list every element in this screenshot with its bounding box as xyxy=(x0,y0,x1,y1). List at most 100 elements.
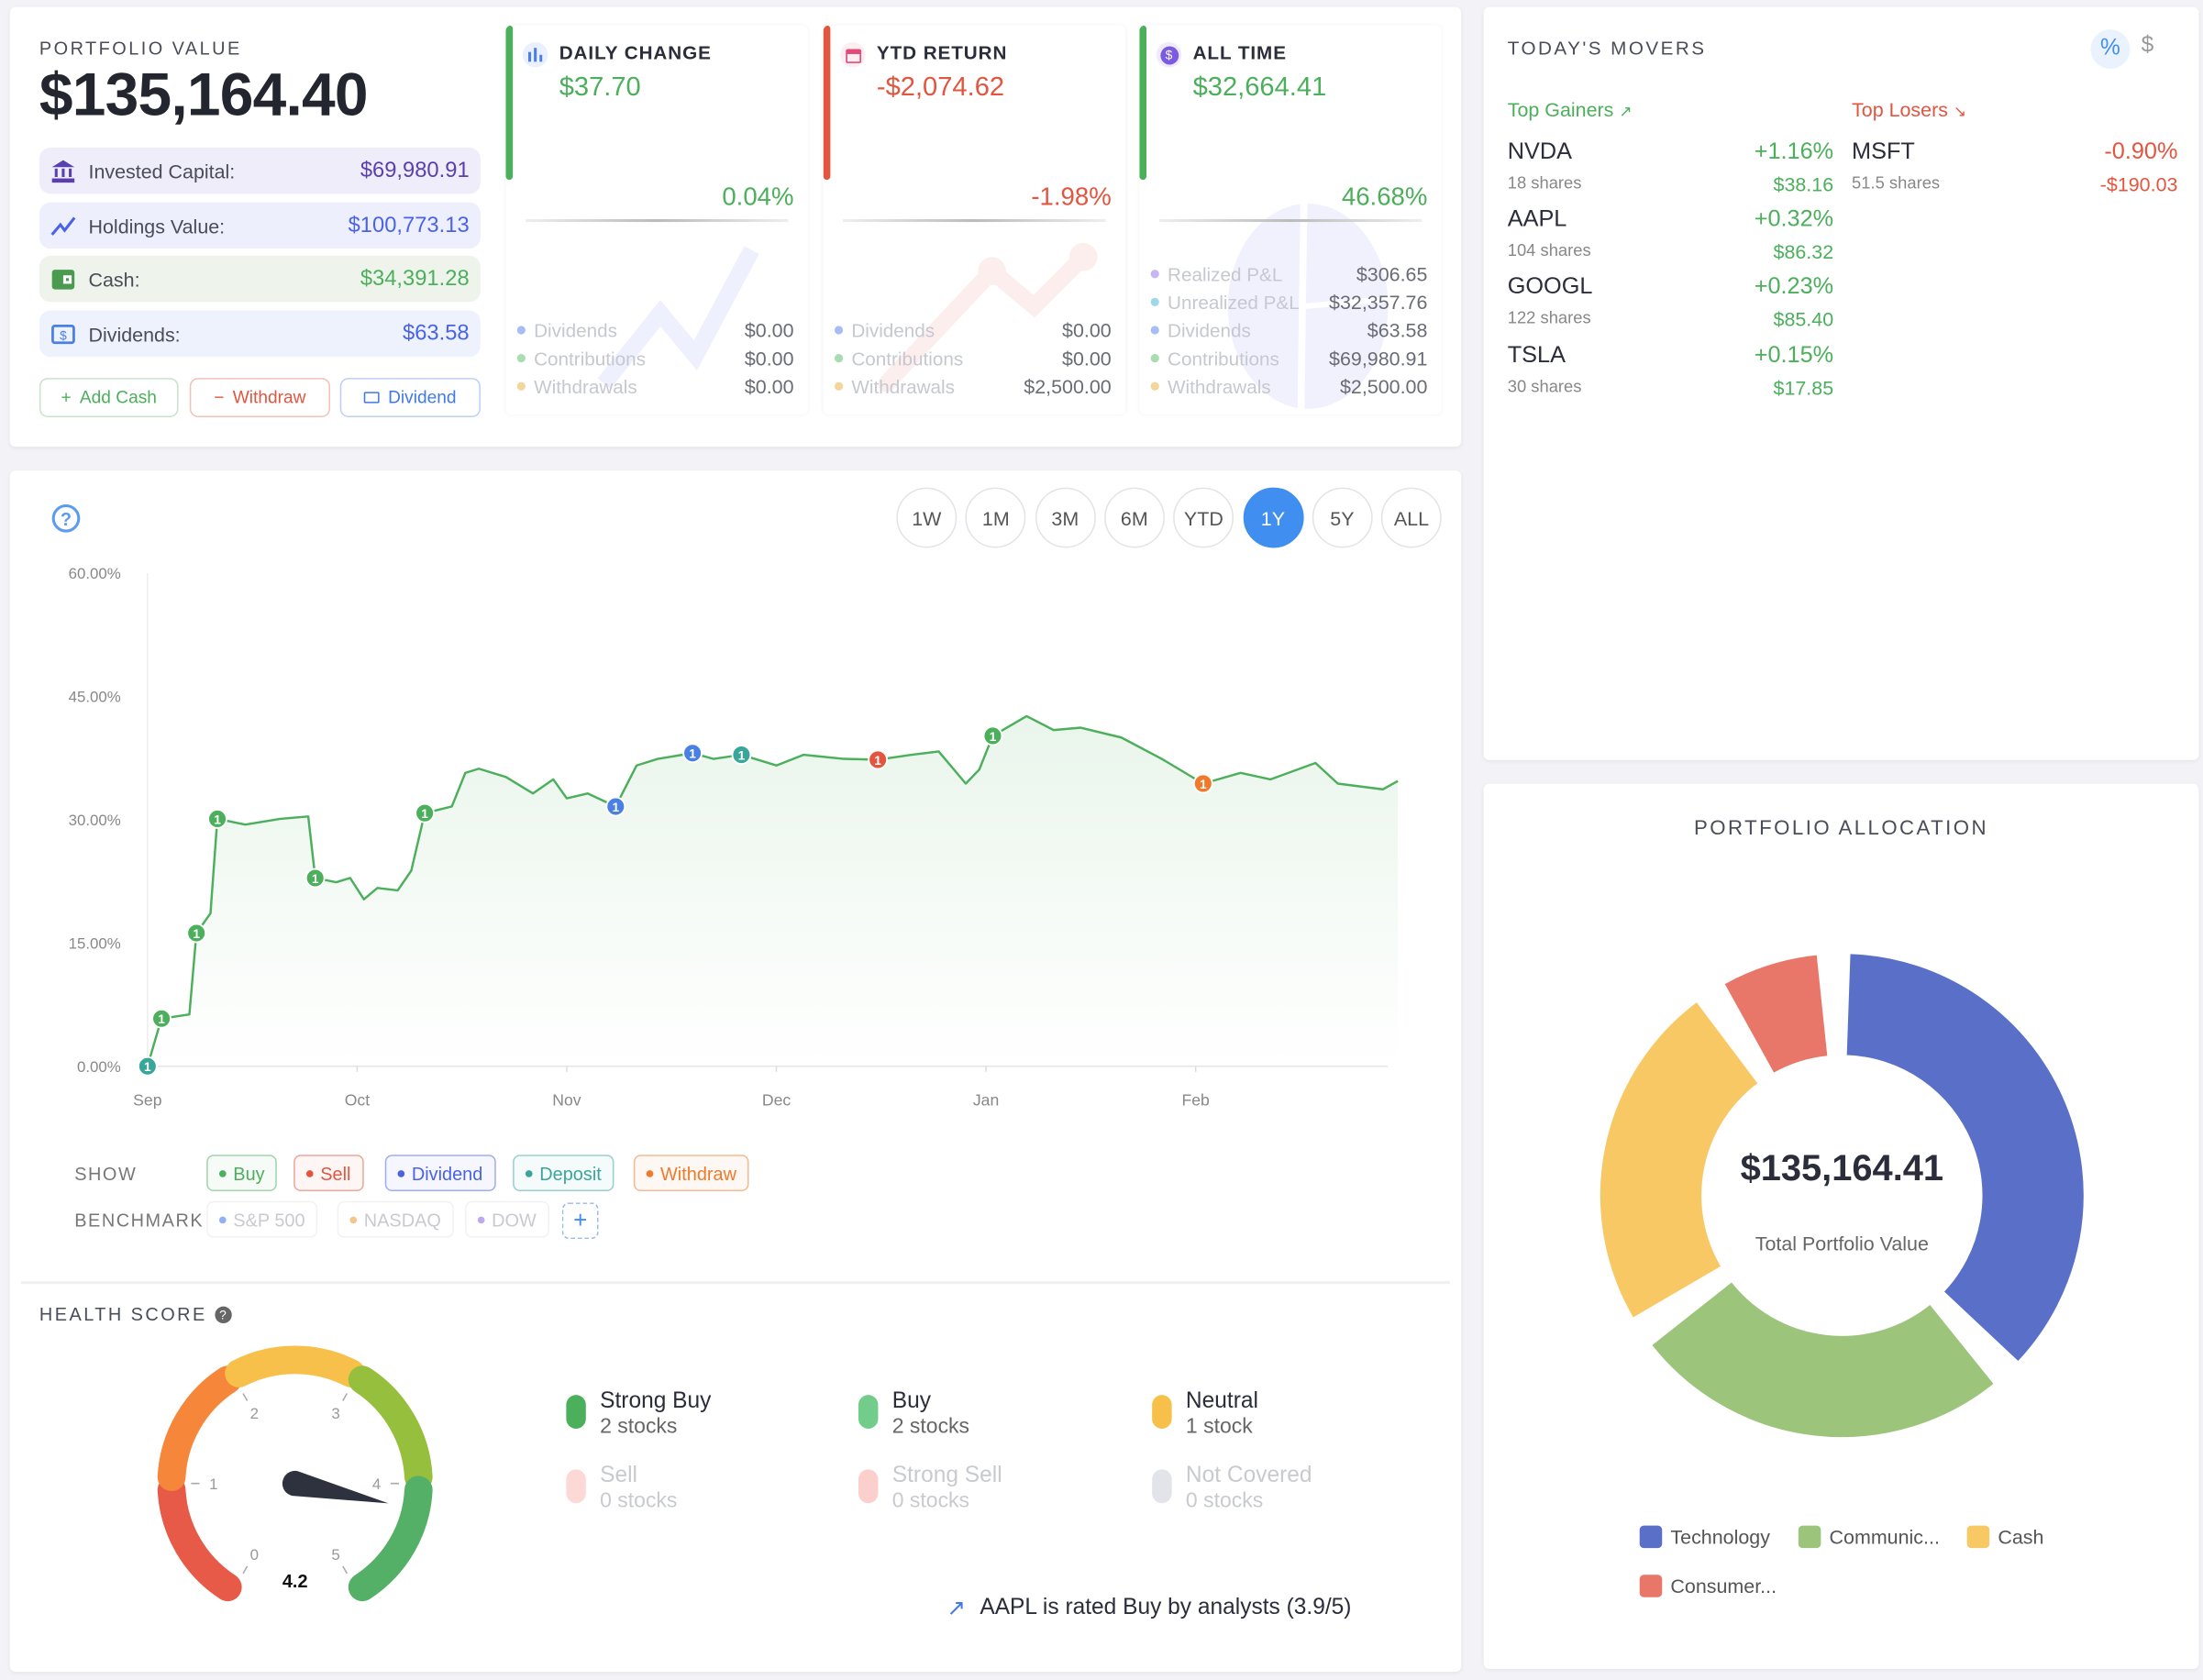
gauge-scale-label: 5 xyxy=(331,1546,339,1564)
withdraw-button[interactable]: − Withdraw xyxy=(189,378,330,417)
gainer-item[interactable]: TSLA 30 shares +0.15% $17.85 xyxy=(1507,342,1834,400)
x-tick-label: Dec xyxy=(762,1091,792,1110)
event-marker-label: 1 xyxy=(421,807,428,821)
legend-technology[interactable]: Technology xyxy=(1639,1525,1770,1549)
gauge-segment-0-1 xyxy=(157,1476,242,1602)
show-label: SHOW xyxy=(74,1163,138,1185)
health-score-value: 4.2 xyxy=(282,1572,308,1592)
bar-chart-icon xyxy=(522,41,548,68)
x-tick-label: Sep xyxy=(133,1091,162,1110)
event-marker-buy[interactable]: 1 xyxy=(151,1008,172,1029)
ytd-return-value: -$2,074.62 xyxy=(876,72,1005,103)
dollar-toggle-button[interactable]: $ xyxy=(2141,33,2154,58)
dividend-button[interactable]: Dividend xyxy=(339,378,481,417)
gauge-tick xyxy=(342,1393,349,1401)
minus-icon: − xyxy=(214,387,225,408)
ytd-return-card: YTD RETURN -$2,074.62 -1.98% Dividends $0… xyxy=(823,25,1126,414)
event-marker-label: 1 xyxy=(1200,778,1207,791)
event-marker-label: 1 xyxy=(689,747,696,761)
event-marker-buy[interactable]: 1 xyxy=(415,802,436,823)
event-marker-buy[interactable]: 1 xyxy=(186,923,207,944)
performance-chart: 0.00% 15.00% 30.00% 45.00% 60.00% Sep Oct Nov De… xyxy=(69,565,1399,1110)
y-tick-label: 0.00% xyxy=(77,1058,121,1076)
gauge-segment-3-4 xyxy=(348,1365,433,1491)
legend-buy: Buy 2 stocks xyxy=(858,1389,1097,1453)
donut-slice-cash[interactable] xyxy=(1600,1002,1759,1318)
y-tick-label: 60.00% xyxy=(69,565,121,582)
legend-communication[interactable]: Communic... xyxy=(1798,1525,1940,1549)
event-marker-buy[interactable]: 1 xyxy=(982,725,1003,746)
x-tick-label: Jan xyxy=(973,1091,999,1110)
add-benchmark-button[interactable]: + xyxy=(561,1202,599,1240)
x-tick-label: Nov xyxy=(552,1091,581,1110)
legend-cash[interactable]: Cash xyxy=(1966,1525,2043,1549)
range-button-1m[interactable]: 1M xyxy=(965,487,1026,548)
range-button-all[interactable]: ALL xyxy=(1381,487,1442,548)
ytd-return-title: YTD RETURN xyxy=(876,41,1008,63)
series-line xyxy=(146,714,1399,1067)
allocation-total: $135,164.41 xyxy=(1740,1146,1944,1188)
help-icon[interactable]: ? xyxy=(51,503,81,533)
holdings-value-value: $100,773.13 xyxy=(348,213,470,238)
holdings-value-row: Holdings Value: $100,773.13 xyxy=(39,202,481,249)
benchmark-chip-sp500[interactable]: S&P 500 xyxy=(206,1200,318,1238)
gainer-item[interactable]: GOOGL 122 shares +0.23% $85.40 xyxy=(1507,273,1834,330)
range-button-1w[interactable]: 1W xyxy=(896,487,958,548)
divider xyxy=(20,1281,1450,1285)
event-marker-buy[interactable]: 1 xyxy=(304,868,326,889)
benchmark-chip-dow[interactable]: DOW xyxy=(465,1200,549,1238)
list-item: Dividends $0.00 xyxy=(516,317,794,343)
gainer-item[interactable]: AAPL 104 shares +0.32% $86.32 xyxy=(1507,206,1834,263)
event-marker-buy[interactable]: 1 xyxy=(207,809,227,829)
filter-chip-sell[interactable]: Sell xyxy=(293,1155,364,1192)
help-icon[interactable]: ? xyxy=(214,1306,232,1324)
legend-strong-sell: Strong Sell 0 stocks xyxy=(858,1464,1097,1528)
event-marker-sell[interactable]: 1 xyxy=(868,749,888,770)
range-button-3m[interactable]: 3M xyxy=(1035,487,1096,548)
filter-chip-deposit[interactable]: Deposit xyxy=(513,1155,614,1192)
range-button-1y[interactable]: 1Y xyxy=(1242,487,1303,548)
x-tick-label: Feb xyxy=(1181,1091,1210,1110)
event-marker-withdraw[interactable]: 1 xyxy=(1192,773,1213,794)
gauge-tick xyxy=(242,1393,249,1401)
daily-change-title: DAILY CHANGE xyxy=(559,41,712,63)
legend-consumer[interactable]: Consumer... xyxy=(1639,1575,1777,1597)
dividend-label: Dividend xyxy=(388,387,457,408)
all-time-title: ALL TIME xyxy=(1192,41,1287,63)
filter-chip-buy[interactable]: Buy xyxy=(206,1155,278,1192)
invested-capital-value: $69,980.91 xyxy=(360,158,470,182)
event-marker-deposit[interactable]: 1 xyxy=(731,745,752,765)
donut-slice-technology[interactable] xyxy=(1845,954,2084,1361)
percent-toggle-button[interactable]: % xyxy=(2090,29,2131,70)
withdraw-label: Withdraw xyxy=(232,387,306,408)
range-button-6m[interactable]: 6M xyxy=(1103,487,1165,548)
range-button-5y[interactable]: 5Y xyxy=(1312,487,1373,548)
health-score-title: HEALTH SCORE ? xyxy=(39,1304,232,1325)
filter-chip-dividend[interactable]: Dividend xyxy=(384,1155,496,1192)
event-marker-label: 1 xyxy=(144,1060,151,1074)
gainer-item[interactable]: NVDA 18 shares +1.16% $38.16 xyxy=(1507,138,1834,195)
trend-line-icon xyxy=(50,213,76,238)
benchmark-chip-nasdaq[interactable]: NASDAQ xyxy=(337,1200,454,1238)
x-tick-label: Oct xyxy=(345,1091,371,1110)
list-item: Dividends $0.00 xyxy=(834,317,1112,343)
range-button-ytd[interactable]: YTD xyxy=(1173,487,1234,548)
allocation-total-label: Total Portfolio Value xyxy=(1755,1232,1929,1254)
event-marker-deposit[interactable]: 1 xyxy=(137,1056,158,1077)
event-marker-dividend[interactable]: 1 xyxy=(682,743,703,764)
gauge-tick xyxy=(342,1565,349,1575)
donut-slice-communic[interactable] xyxy=(1652,1281,1994,1438)
add-cash-button[interactable]: + Add Cash xyxy=(39,378,179,417)
daily-change-value: $37.70 xyxy=(559,72,641,103)
daily-change-percent: 0.04% xyxy=(722,182,794,211)
loser-item[interactable]: MSFT 51.5 shares -0.90% -$190.03 xyxy=(1852,138,2178,195)
list-item: Contributions $0.00 xyxy=(834,346,1112,371)
filter-chip-withdraw[interactable]: Withdraw xyxy=(633,1155,749,1192)
event-marker-label: 1 xyxy=(874,754,881,768)
event-marker-label: 1 xyxy=(990,730,997,744)
invested-capital-label: Invested Capital: xyxy=(88,159,236,182)
invested-capital-row: Invested Capital: $69,980.91 xyxy=(39,147,481,194)
gauge-scale-label: 3 xyxy=(331,1405,339,1422)
event-marker-dividend[interactable]: 1 xyxy=(605,796,626,817)
donut-slice-consumer[interactable] xyxy=(1724,955,1829,1074)
